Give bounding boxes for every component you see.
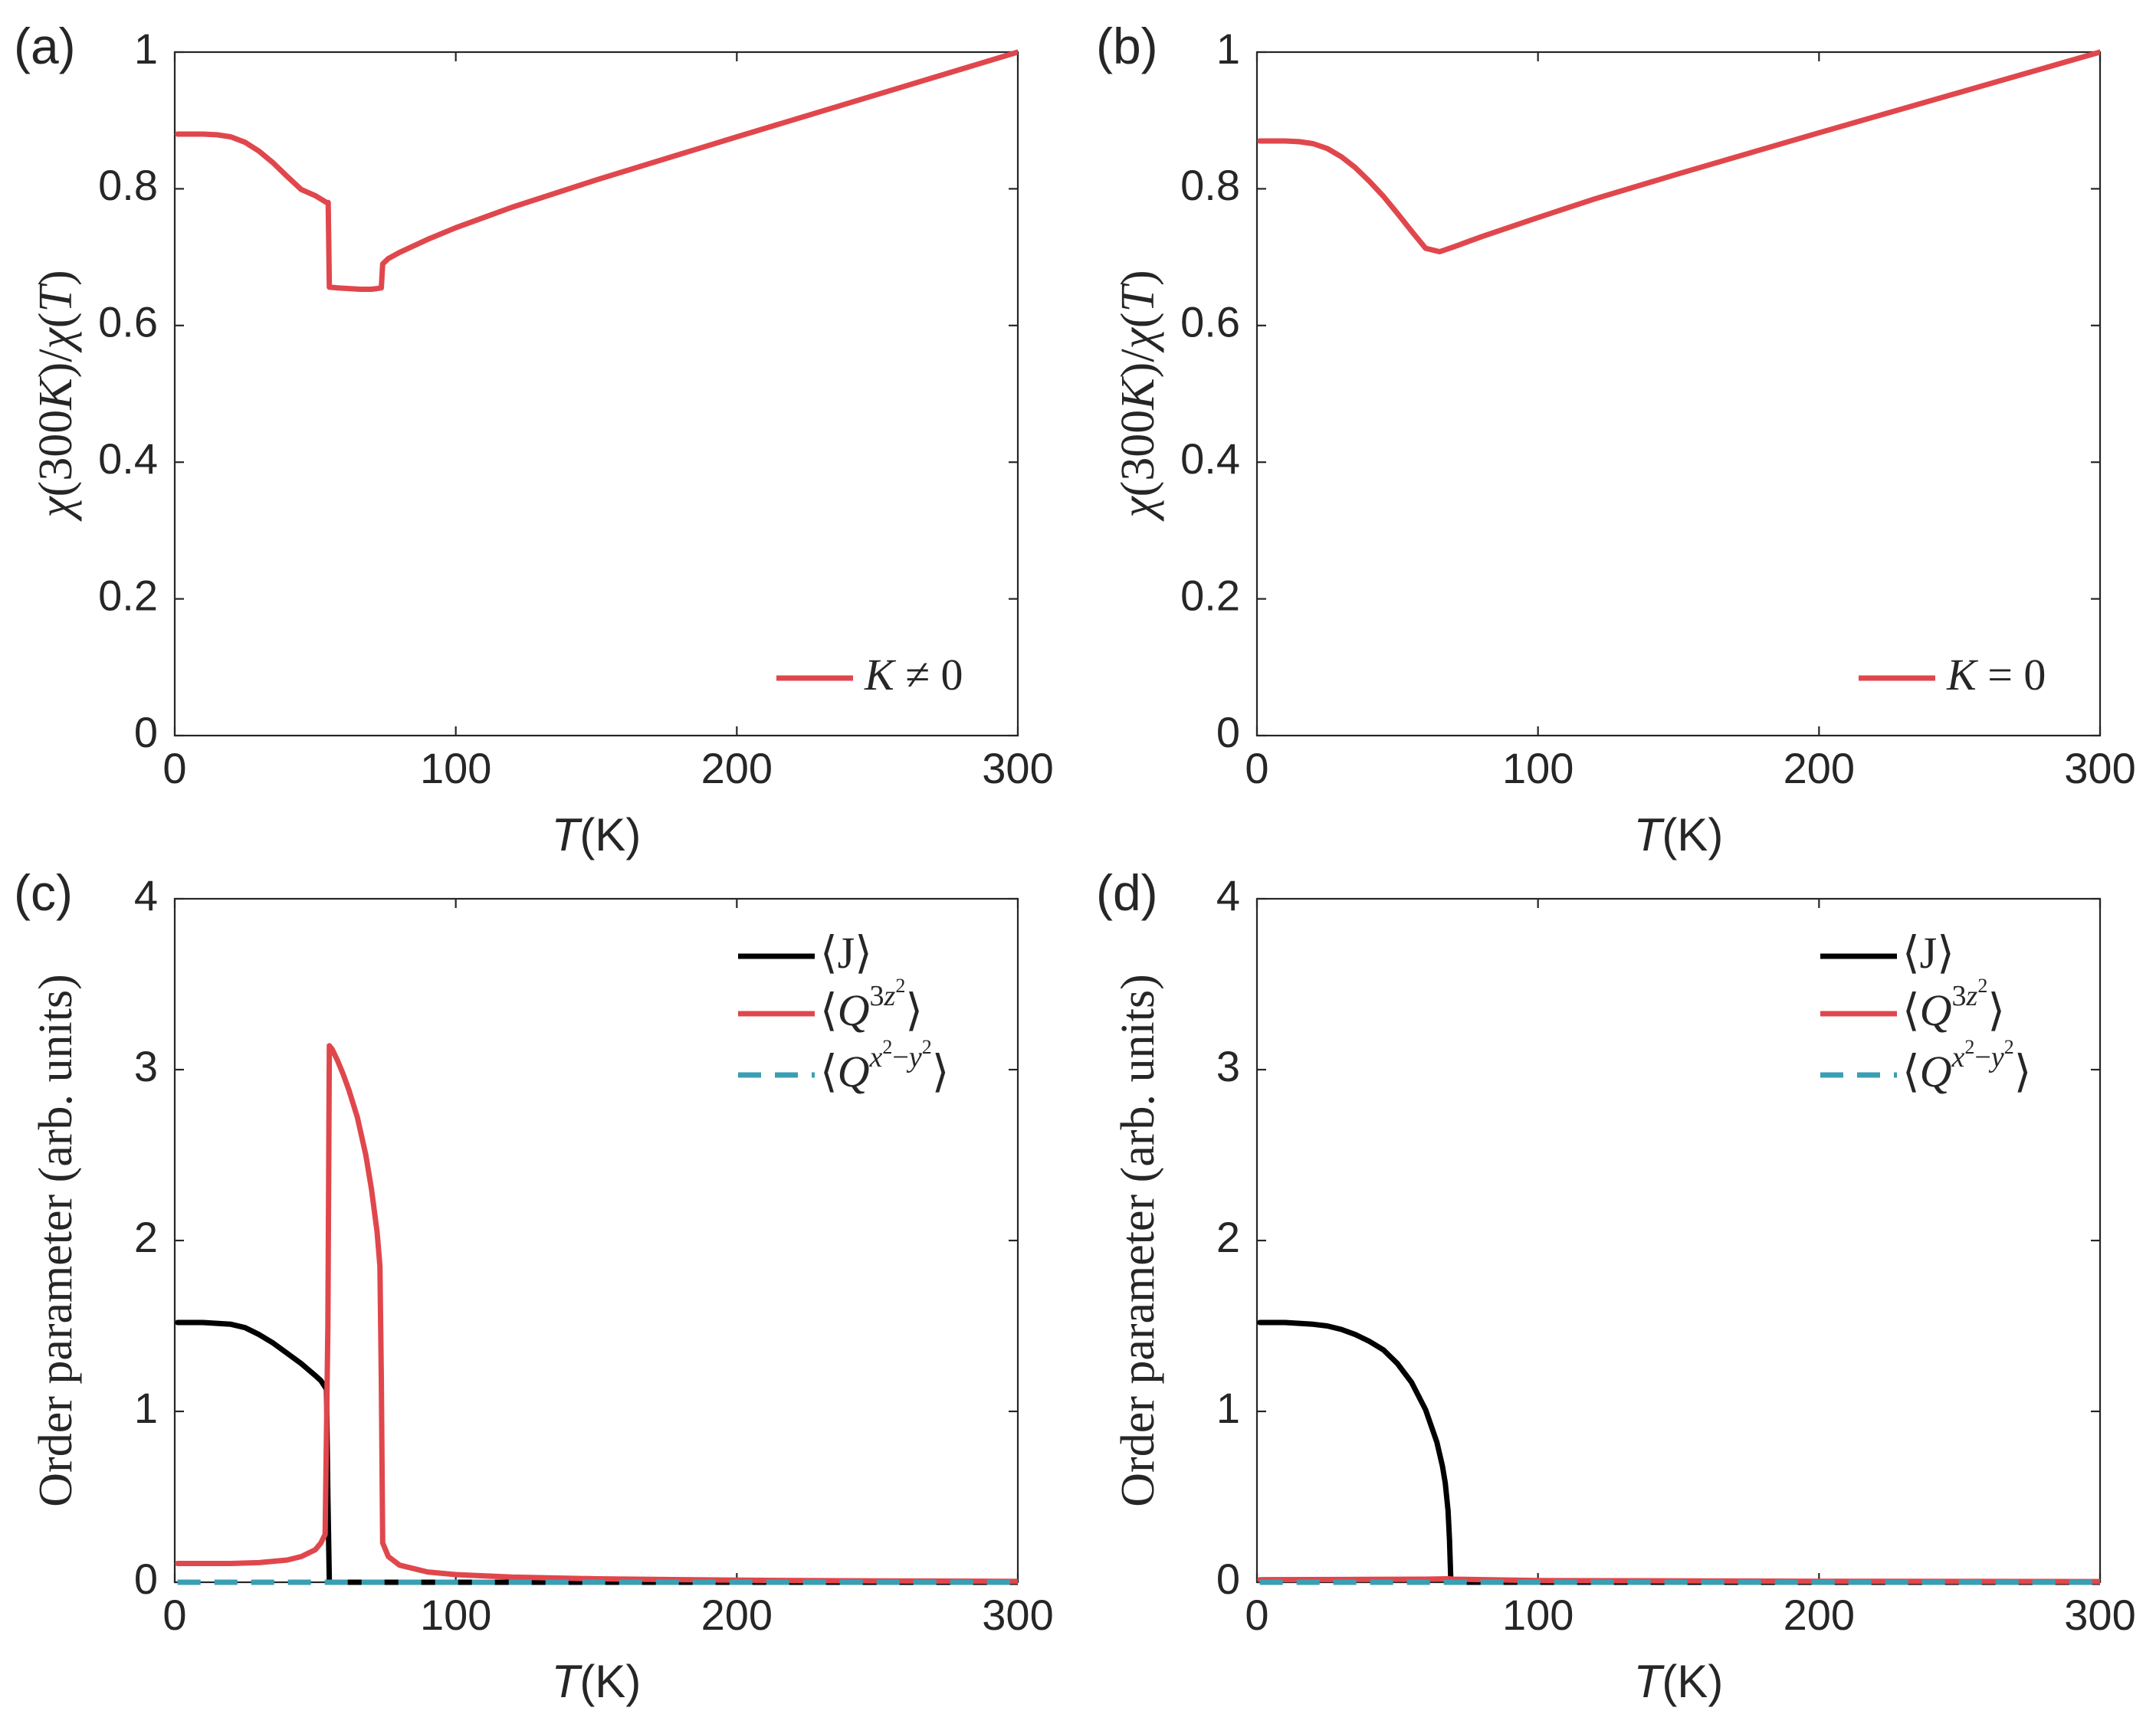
y-tick-label: 0.2 [1180, 571, 1240, 619]
y-tick-label: 1 [134, 1384, 158, 1432]
legend-label: ⟨J⟩ [1902, 928, 1954, 978]
chart-panel-2: 0 100 200 300 0 0.2 0.4 0.6 0.8 1 T(K) χ(300K)/χ(T)… [1096, 18, 2136, 860]
x-tick-label: 200 [1784, 744, 1855, 792]
series-line-red [1257, 1576, 2100, 1585]
x-tick-label: 0 [1245, 744, 1268, 792]
y-tick-label: 0 [134, 1555, 158, 1603]
x-axis-label: T(K) [552, 809, 642, 860]
x-axis-label: T(K) [1634, 1656, 1724, 1707]
x-tick-label: 200 [701, 744, 773, 792]
x-axis-label: T(K) [1634, 809, 1724, 860]
legend: K ≠ 0 [776, 650, 963, 700]
x-tick-label: 200 [701, 1591, 773, 1639]
y-tick-label: 4 [134, 871, 158, 919]
series-line-red [1257, 49, 2100, 254]
y-axis-label: Order parameter (arb. units) [1112, 974, 1164, 1506]
y-tick-label: 0.2 [98, 571, 158, 619]
plot-frame [1255, 51, 2102, 737]
x-tick-label: 300 [2064, 1591, 2135, 1639]
y-tick-label: 2 [134, 1213, 158, 1261]
x-tick-label: 100 [1502, 1591, 1574, 1639]
panel-label: (a) [14, 18, 76, 74]
y-tick-label: 0 [1216, 708, 1240, 756]
y-tick-label: 2 [1216, 1213, 1240, 1261]
legend-label: K = 0 [1946, 650, 2046, 700]
series-line-red [175, 1043, 1018, 1585]
legend-label: ⟨Q3z2⟩ [820, 975, 923, 1035]
y-axis-label: χ(300K)/χ(T) [1112, 270, 1164, 521]
x-tick-label: 100 [1502, 744, 1574, 792]
y-tick-label: 3 [134, 1042, 158, 1090]
y-tick-label: 1 [1216, 1384, 1240, 1432]
y-tick-label: 1 [1216, 25, 1240, 73]
panel-label: (c) [14, 864, 73, 921]
y-tick-label: 0 [1216, 1555, 1240, 1603]
y-axis-label: χ(300K)/χ(T) [30, 270, 82, 521]
legend-label: ⟨Qx2−y2⟩ [820, 1036, 949, 1096]
legend: ⟨J⟩⟨Q3z2⟩⟨Qx2−y2⟩ [738, 928, 949, 1096]
chart-panel-4: 0 100 200 300 0 1 2 3 4 T(K) Order parameter (arb.… [1096, 864, 2136, 1707]
x-tick-label: 0 [162, 744, 186, 792]
panel-label: (b) [1096, 18, 1158, 74]
x-tick-label: 300 [982, 744, 1053, 792]
legend: K = 0 [1859, 650, 2046, 700]
legend-label: ⟨Q3z2⟩ [1902, 975, 2005, 1035]
y-tick-label: 4 [1216, 871, 1240, 919]
legend-label: ⟨J⟩ [820, 928, 872, 978]
x-tick-label: 0 [1245, 1591, 1268, 1639]
y-axis-label: Order parameter (arb. units) [30, 974, 82, 1506]
x-tick-label: 300 [2064, 744, 2135, 792]
x-tick-label: 0 [162, 1591, 186, 1639]
series-line-red [175, 49, 1018, 292]
chart-panel-3: 0 100 200 300 0 1 2 3 4 T(K) Order parameter (arb.… [14, 864, 1054, 1707]
y-tick-label: 0.8 [1180, 161, 1240, 209]
x-axis-label: T(K) [552, 1656, 642, 1707]
y-tick-label: 0.4 [1180, 434, 1240, 483]
plot-frame [173, 51, 1019, 737]
legend-label: K ≠ 0 [864, 650, 963, 700]
y-tick-label: 3 [1216, 1042, 1240, 1090]
x-tick-label: 100 [420, 744, 491, 792]
x-tick-label: 100 [420, 1591, 491, 1639]
series-line-black [175, 1319, 1018, 1585]
x-tick-label: 200 [1784, 1591, 1855, 1639]
y-tick-label: 0.6 [98, 298, 158, 346]
series-line-black [1257, 1319, 2100, 1585]
y-tick-label: 1 [134, 25, 158, 73]
legend: ⟨J⟩⟨Q3z2⟩⟨Qx2−y2⟩ [1820, 928, 2031, 1096]
panel-label: (d) [1096, 864, 1158, 921]
y-tick-label: 0 [134, 708, 158, 756]
chart-panel-1: 0 100 200 300 0 0.2 0.4 0.6 0.8 1 T(K) χ(300K)/χ(T)… [14, 18, 1054, 860]
y-tick-label: 0.8 [98, 161, 158, 209]
y-tick-label: 0.6 [1180, 298, 1240, 346]
legend-label: ⟨Qx2−y2⟩ [1902, 1036, 2031, 1096]
y-tick-label: 0.4 [98, 434, 158, 483]
x-tick-label: 300 [982, 1591, 1053, 1639]
